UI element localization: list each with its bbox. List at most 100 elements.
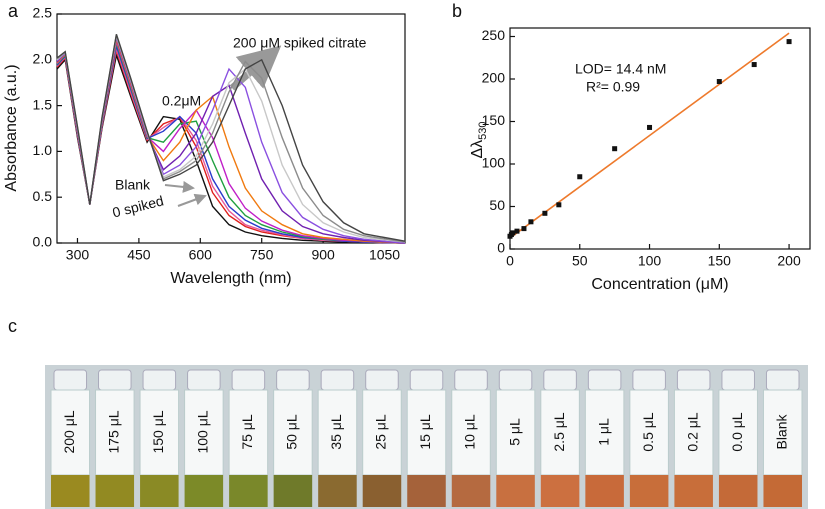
data-point xyxy=(786,39,792,45)
x-tick-label: 300 xyxy=(66,247,90,263)
annotation: 0 spiked xyxy=(111,192,165,220)
vial-label-area xyxy=(95,389,135,476)
x-tick-label: 600 xyxy=(189,247,213,263)
data-point xyxy=(647,124,653,130)
data-point xyxy=(542,210,548,216)
vial-liquid xyxy=(496,475,535,507)
arrow xyxy=(229,45,282,91)
vial-label-area xyxy=(629,389,669,476)
annotation: Blank xyxy=(115,177,151,193)
arrow xyxy=(177,193,207,207)
vial-label: 0.5 μL xyxy=(640,412,656,451)
vial-label: 5 μL xyxy=(506,418,522,446)
vial-cap xyxy=(543,369,577,391)
annotation: 0.2μM xyxy=(162,93,201,109)
vial-cap xyxy=(187,369,221,391)
x-tick-label: 450 xyxy=(127,247,151,263)
vial-liquid xyxy=(229,475,268,507)
y-tick-label: 200 xyxy=(482,70,506,86)
panel-label: b xyxy=(452,1,462,21)
panel-label: c xyxy=(8,316,17,336)
y-tick-label: 2.5 xyxy=(33,5,53,21)
vial-liquid xyxy=(184,475,224,507)
x-axis-title: Wavelength (nm) xyxy=(170,270,291,287)
vial-label: 25 μL xyxy=(373,414,389,450)
vial-liquid xyxy=(540,475,580,507)
vial-liquid xyxy=(140,475,179,507)
vial-label-area xyxy=(273,389,313,476)
vial-cap xyxy=(587,369,622,391)
vial-cap xyxy=(142,369,177,391)
y-tick-label: 100 xyxy=(482,155,506,171)
vial-label-area xyxy=(50,389,91,476)
vial-liquid xyxy=(95,475,135,507)
plot-frame xyxy=(56,13,406,244)
vial-label: 150 μL xyxy=(150,410,166,453)
x-tick-label: 100 xyxy=(638,253,662,269)
vial-label: 50 μL xyxy=(284,414,300,450)
plot-frame xyxy=(509,27,811,250)
vial-liquid xyxy=(407,475,446,507)
vial-cap xyxy=(721,369,755,391)
vial-cap xyxy=(365,369,399,391)
spectrum-line xyxy=(56,33,406,242)
data-point xyxy=(716,79,722,85)
arrow xyxy=(164,180,195,193)
vial-label: 75 μL xyxy=(239,414,255,450)
y-axis-title: Absorbance (a.u.) xyxy=(3,64,20,191)
x-axis-title: Concentration (μM) xyxy=(591,276,728,293)
vial-liquid xyxy=(674,475,713,507)
vial-liquid xyxy=(318,475,357,507)
vial-label-area xyxy=(406,389,447,476)
vial-cap xyxy=(98,369,132,391)
vial-label-area xyxy=(762,389,803,476)
vial-cap xyxy=(276,369,310,391)
vial-label: 35 μL xyxy=(328,414,344,450)
vial-cap xyxy=(765,369,800,391)
y-axis-title: Δλ530 xyxy=(469,121,489,158)
vial-label-area xyxy=(584,389,625,476)
data-point xyxy=(521,226,527,232)
vial-label-area xyxy=(362,389,402,476)
y-tick-label: 250 xyxy=(482,27,506,43)
y-axis-title-main: Δλ xyxy=(469,140,486,159)
vial-label: 2.5 μL xyxy=(551,412,567,451)
data-point xyxy=(514,228,520,234)
annotation: 200 μM spiked citrate xyxy=(233,35,367,51)
x-tick-label: 900 xyxy=(311,247,335,263)
vial-cap xyxy=(409,369,444,391)
data-point xyxy=(510,230,516,236)
vial-label: 100 μL xyxy=(195,410,211,453)
y-tick-label: 0.5 xyxy=(33,188,53,204)
x-tick-label: 750 xyxy=(250,247,274,263)
vial-liquid xyxy=(718,475,758,507)
vial-cap xyxy=(231,369,266,391)
data-point xyxy=(751,62,757,68)
data-point xyxy=(528,219,534,225)
vial-liquid xyxy=(585,475,624,507)
vial-label: 200 μL xyxy=(61,410,77,453)
vial-liquid xyxy=(362,475,402,507)
vial-label: 0.0 μL xyxy=(729,412,745,451)
vial-cap xyxy=(676,369,711,391)
y-tick-label: 150 xyxy=(482,112,506,128)
vial-liquid xyxy=(451,475,491,507)
annotation: LOD= 14.4 nM xyxy=(575,61,666,77)
spectrum-line xyxy=(56,35,406,243)
vial-label-area xyxy=(673,389,714,476)
vial-label-area xyxy=(451,389,491,476)
y-tick-label: 0 xyxy=(497,240,505,256)
vial-label: 15 μL xyxy=(417,414,433,450)
vial-label: 10 μL xyxy=(462,414,478,450)
y-tick-label: 2.0 xyxy=(33,51,53,67)
vial-liquid xyxy=(629,475,669,507)
vial-cap xyxy=(498,369,533,391)
x-tick-label: 0 xyxy=(506,253,514,269)
vial-label-area xyxy=(228,389,269,476)
vial-cap xyxy=(320,369,355,391)
vial-label: 175 μL xyxy=(105,410,121,453)
vial-liquid xyxy=(763,475,802,507)
data-point xyxy=(612,146,618,152)
y-tick-label: 0.0 xyxy=(33,234,53,250)
